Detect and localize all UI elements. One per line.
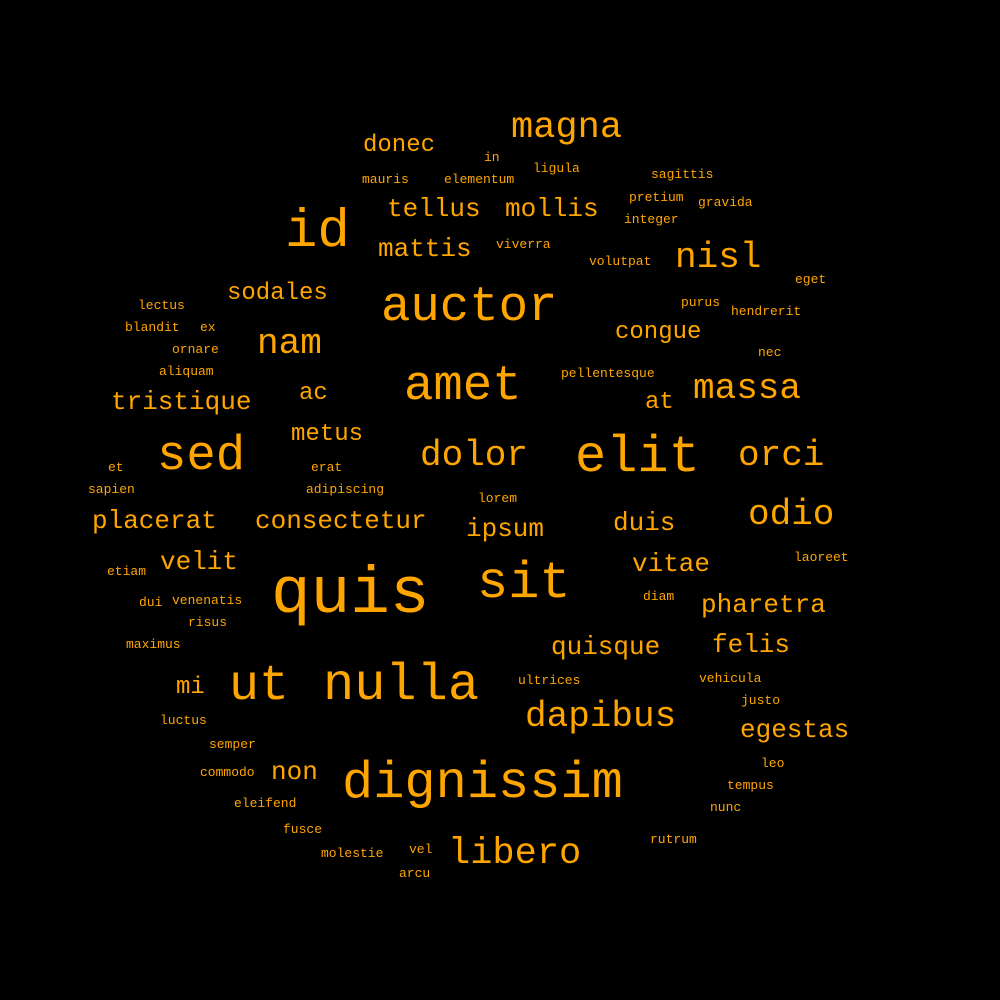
word-blandit: blandit bbox=[125, 320, 180, 335]
word-mi: mi bbox=[176, 674, 205, 701]
word-leo: leo bbox=[761, 756, 785, 771]
word-pretium: pretium bbox=[629, 190, 684, 205]
word-arcu: arcu bbox=[399, 866, 431, 881]
word-velit: velit bbox=[160, 547, 239, 577]
word-sapien: sapien bbox=[88, 482, 135, 497]
word-venenatis: venenatis bbox=[172, 593, 243, 608]
word-pellentesque: pellentesque bbox=[561, 366, 655, 381]
word-ligula: ligula bbox=[533, 161, 580, 176]
word-dignissim: dignissim bbox=[342, 754, 623, 813]
word-ac: ac bbox=[299, 380, 328, 407]
word-nam: nam bbox=[257, 323, 322, 364]
word-magna: magna bbox=[511, 107, 623, 149]
word-quis: quis bbox=[271, 557, 430, 632]
word-commodo: commodo bbox=[200, 765, 255, 780]
word-ex: ex bbox=[200, 320, 216, 335]
word-odio: odio bbox=[748, 494, 835, 535]
word-nec: nec bbox=[758, 345, 782, 360]
word-semper: semper bbox=[209, 737, 256, 752]
word-vehicula: vehicula bbox=[699, 671, 762, 686]
word-ipsum: ipsum bbox=[466, 514, 545, 544]
word-nisl: nisl bbox=[675, 237, 762, 278]
word-sodales: sodales bbox=[227, 280, 328, 307]
word-maximus: maximus bbox=[126, 637, 181, 652]
word-felis: felis bbox=[712, 630, 791, 660]
word-amet: amet bbox=[404, 358, 522, 414]
word-ultrices: ultrices bbox=[518, 673, 581, 688]
word-consectetur: consectetur bbox=[255, 506, 427, 536]
word-libero: libero bbox=[448, 833, 582, 875]
word-tristique: tristique bbox=[111, 387, 252, 417]
word-lorem: lorem bbox=[478, 491, 518, 506]
word-quisque: quisque bbox=[551, 632, 661, 662]
word-volutpat: volutpat bbox=[589, 254, 652, 269]
word-sagittis: sagittis bbox=[651, 167, 714, 182]
word-viverra: viverra bbox=[496, 237, 551, 252]
word-auctor: auctor bbox=[381, 279, 558, 335]
word-etiam: etiam bbox=[107, 564, 147, 579]
word-metus: metus bbox=[291, 421, 364, 448]
word-vel: vel bbox=[409, 842, 433, 857]
word-purus: purus bbox=[681, 295, 721, 310]
word-ornare: ornare bbox=[172, 342, 219, 357]
word-elementum: elementum bbox=[444, 172, 515, 187]
word-ut: ut bbox=[229, 658, 290, 715]
word-pharetra: pharetra bbox=[701, 590, 826, 620]
word-luctus: luctus bbox=[160, 713, 207, 728]
word-lectus: lectus bbox=[138, 298, 185, 313]
word-dolor: dolor bbox=[420, 435, 529, 476]
word-laoreet: laoreet bbox=[794, 550, 849, 565]
word-adipiscing: adipiscing bbox=[306, 482, 385, 497]
word-placerat: placerat bbox=[92, 506, 217, 536]
word-congue: congue bbox=[615, 319, 702, 346]
word-nulla: nulla bbox=[323, 656, 480, 715]
word-tempus: tempus bbox=[727, 778, 774, 793]
word-et: et bbox=[108, 460, 124, 475]
word-molestie: molestie bbox=[321, 846, 384, 861]
word-mauris: mauris bbox=[362, 172, 409, 187]
word-mattis: mattis bbox=[378, 234, 472, 264]
word-rutrum: rutrum bbox=[650, 832, 697, 847]
word-eget: eget bbox=[795, 272, 827, 287]
word-orci: orci bbox=[738, 435, 825, 476]
word-eleifend: eleifend bbox=[234, 796, 297, 811]
word-risus: risus bbox=[188, 615, 228, 630]
word-vitae: vitae bbox=[632, 549, 711, 579]
word-hendrerit: hendrerit bbox=[731, 304, 802, 319]
word-dapibus: dapibus bbox=[525, 696, 677, 737]
word-egestas: egestas bbox=[740, 715, 850, 745]
word-dui: dui bbox=[139, 595, 163, 610]
word-aliquam: aliquam bbox=[159, 364, 214, 379]
word-at: at bbox=[645, 389, 674, 416]
word-gravida: gravida bbox=[698, 195, 753, 210]
word-non: non bbox=[271, 757, 318, 787]
word-justo: justo bbox=[741, 693, 781, 708]
word-massa: massa bbox=[693, 368, 802, 409]
word-elit: elit bbox=[575, 428, 700, 487]
word-mollis: mollis bbox=[505, 194, 599, 224]
word-nunc: nunc bbox=[710, 800, 742, 815]
word-duis: duis bbox=[613, 508, 676, 538]
word-tellus: tellus bbox=[387, 194, 481, 224]
word-id: id bbox=[285, 202, 350, 263]
word-sed: sed bbox=[157, 428, 246, 484]
word-sit: sit bbox=[477, 554, 571, 613]
word-diam: diam bbox=[643, 589, 675, 604]
word-erat: erat bbox=[311, 460, 343, 475]
word-fusce: fusce bbox=[283, 822, 323, 837]
word-in: in bbox=[484, 150, 500, 165]
word-donec: donec bbox=[363, 132, 436, 159]
word-integer: integer bbox=[624, 212, 679, 227]
